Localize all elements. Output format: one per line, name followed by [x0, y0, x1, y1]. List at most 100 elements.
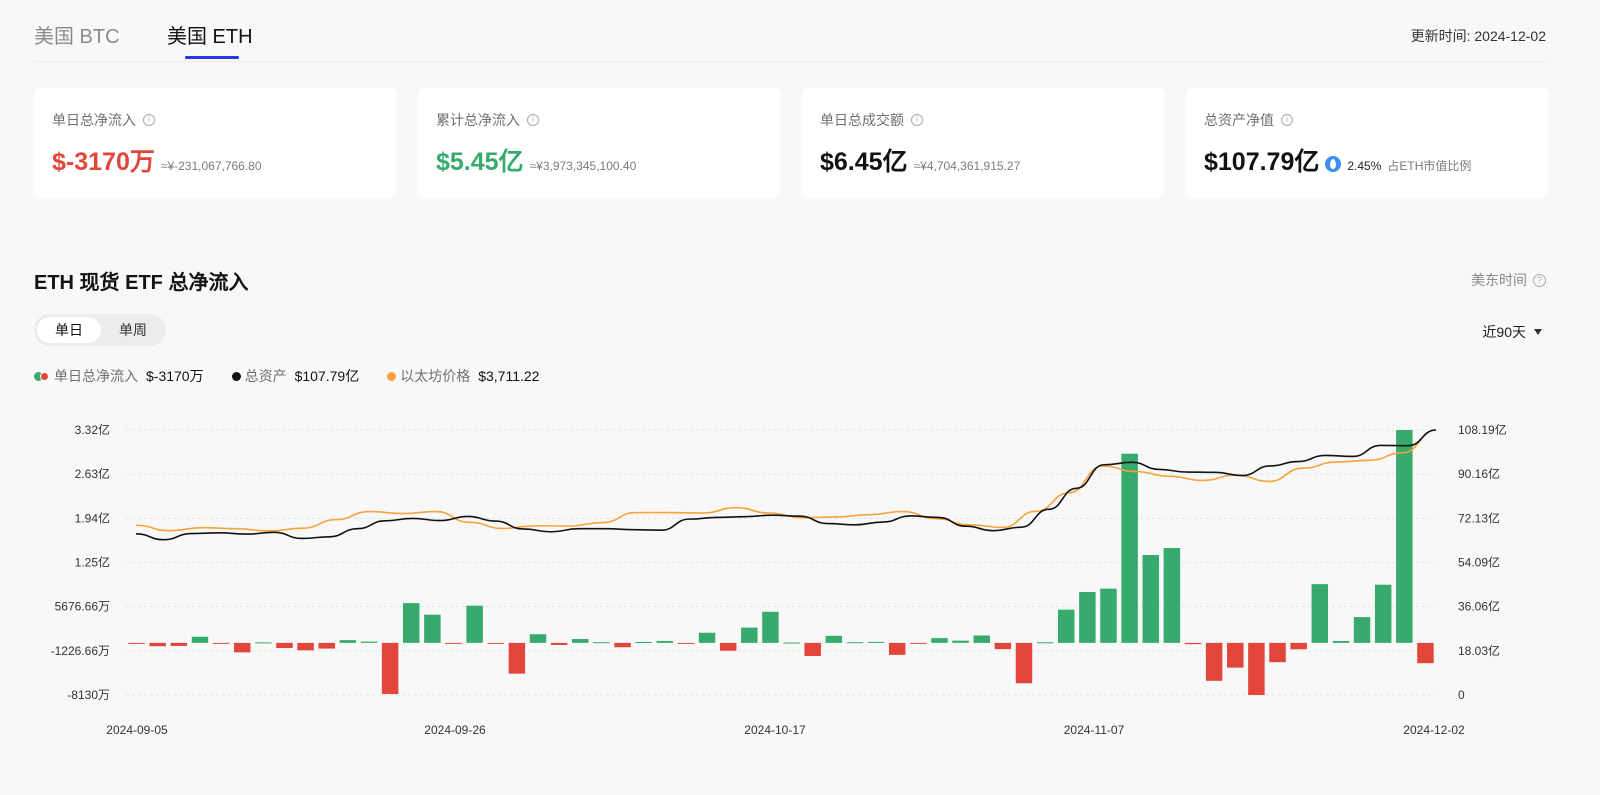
tab-us-eth[interactable]: 美国 ETH [167, 26, 253, 48]
card-daily-volume: 单日总成交额 i $6.45亿 ≈¥4,704,361,915.27 [802, 88, 1164, 198]
net-inflow-bar [783, 642, 800, 644]
x-tick-label: 2024-12-02 [1403, 723, 1465, 737]
total-assets-line [135, 429, 1437, 541]
card-title: 总资产净值 [1204, 112, 1274, 128]
legend-label: 单日总净流入 [54, 368, 138, 384]
net-inflow-bar [128, 642, 145, 644]
market-share-percent: 2.45% [1347, 159, 1382, 173]
info-icon[interactable]: i [527, 114, 539, 126]
y-right-tick-label: 108.19亿 [1458, 422, 1507, 437]
net-inflow-bar [635, 641, 652, 643]
x-tick-label: 2024-11-07 [1064, 723, 1125, 737]
y-right-tick-label: 18.03亿 [1458, 643, 1500, 658]
net-inflow-bar [1353, 617, 1371, 643]
net-inflow-bar [1100, 588, 1117, 643]
price-dot-icon [387, 371, 397, 381]
card-total-net-assets: 总资产净值 i $107.79亿 2.45% 占ETH市值比例 [1186, 88, 1548, 198]
net-inflow-bar [508, 642, 526, 674]
y-right-tick-label: 54.09亿 [1458, 555, 1500, 570]
chart-section-title: ETH 现货 ETF 总净流入 [34, 272, 249, 294]
net-inflow-bar [1079, 591, 1096, 643]
period-toggle: 单日 单周 [34, 314, 166, 346]
y-right-tick-label: 72.13亿 [1458, 510, 1500, 525]
timezone-selector[interactable]: 美东时间 ? [1471, 270, 1546, 290]
legend-value: $107.79亿 [294, 368, 360, 384]
timezone-label: 美东时间 [1471, 272, 1527, 288]
net-inflow-bar [1058, 609, 1075, 643]
y-right-tick-label: 0 [1458, 688, 1465, 702]
net-inflow-bar [212, 642, 230, 644]
net-inflow-chart[interactable]: 3.32亿 108.19亿 2.63亿 90.16亿 1.94亿 72.13亿 1.25亿 5… [0, 400, 1600, 745]
net-inflow-bar [1184, 642, 1202, 645]
net-inflow-bar [276, 642, 293, 649]
toggle-weekly[interactable]: 单周 [119, 322, 147, 338]
info-icon[interactable]: i [911, 114, 923, 126]
net-inflow-bar [719, 642, 737, 651]
net-inflow-bar [741, 627, 758, 643]
net-inflow-bar [593, 642, 610, 644]
market-tabs: 美国 BTC 美国 ETH 更新时间: 2024-12-02 [34, 0, 1546, 62]
net-inflow-bar [1374, 584, 1392, 643]
net-inflow-bar [529, 634, 547, 643]
legend-item-total-assets[interactable]: 总资产 $107.79亿 [231, 366, 360, 386]
info-icon[interactable]: i [143, 114, 155, 126]
y-left-tick-label: -1226.66万 [51, 644, 110, 658]
card-value: $5.45亿 [436, 148, 524, 176]
legend-item-eth-price[interactable]: 以太坊价格 $3,711.22 [387, 366, 539, 386]
tab-us-btc[interactable]: 美国 BTC [34, 26, 120, 48]
net-inflow-bar [846, 642, 864, 644]
y-left-tick-label: 5676.66万 [55, 600, 110, 614]
net-inflow-bar [1163, 547, 1181, 643]
range-dropdown[interactable]: 近90天 [1482, 322, 1542, 342]
net-inflow-bar [1015, 642, 1033, 684]
net-inflow-bar [1121, 453, 1138, 643]
net-inflow-bar [445, 642, 462, 644]
x-tick-label: 2024-09-05 [106, 723, 168, 737]
x-tick-label: 2024-10-17 [744, 723, 806, 737]
chart-legend: 单日总净流入 $-3170万 总资产 $107.79亿 以太坊价格 $3,711… [34, 366, 567, 386]
toggle-daily[interactable]: 单日 [37, 317, 101, 343]
market-share-label: 占ETH市值比例 [1387, 159, 1472, 173]
info-icon[interactable]: i [1281, 114, 1293, 126]
net-inflow-bar [1396, 430, 1413, 643]
net-inflow-bar [952, 640, 969, 643]
net-inflow-bar [297, 642, 314, 651]
net-inflow-bar [1205, 642, 1223, 681]
net-inflow-bar [1311, 584, 1329, 643]
net-inflow-bar [233, 642, 251, 653]
net-inflow-bar [1248, 642, 1265, 695]
net-inflow-bar [762, 611, 779, 643]
card-value: $107.79亿 [1204, 148, 1320, 176]
help-icon[interactable]: ? [1533, 273, 1546, 287]
net-inflow-bar [1227, 642, 1244, 668]
net-inflow-bar [424, 614, 441, 643]
y-left-tick-label: 1.94亿 [75, 510, 110, 525]
range-label: 近90天 [1482, 324, 1526, 340]
net-inflow-bar [466, 605, 483, 643]
card-value: $6.45亿 [820, 148, 908, 176]
net-inflow-bar [360, 641, 378, 643]
net-inflow-bar [698, 632, 716, 643]
card-cumulative-net-inflow: 累计总净流入 i $5.45亿 ≈¥3,973,345,100.40 [418, 88, 780, 198]
net-inflow-bar [149, 642, 166, 647]
legend-label: 以太坊价格 [400, 368, 471, 384]
ethereum-icon [1325, 156, 1342, 172]
assets-dot-icon [231, 371, 241, 381]
net-inflow-bar [1417, 642, 1434, 664]
legend-label: 总资产 [244, 368, 287, 384]
net-inflow-bar [994, 642, 1012, 650]
net-inflow-bar [318, 642, 335, 649]
net-inflow-bar [656, 640, 674, 643]
card-title: 累计总净流入 [436, 112, 520, 128]
net-inflow-bar [572, 639, 589, 643]
legend-item-net-inflow[interactable]: 单日总净流入 $-3170万 [34, 366, 204, 386]
net-inflow-bar [550, 642, 568, 645]
card-sub-value: ≈¥3,973,345,100.40 [529, 159, 637, 173]
net-inflow-bar [403, 603, 420, 643]
card-sub-value: ≈¥-231,067,766.80 [160, 159, 262, 173]
y-left-tick-label: 1.25亿 [75, 555, 110, 570]
net-inflow-bar [931, 638, 948, 643]
card-daily-net-inflow: 单日总净流入 i $-3170万 ≈¥-231,067,766.80 [34, 88, 396, 198]
active-tab-indicator [185, 56, 239, 59]
net-inflow-bar [339, 640, 357, 643]
